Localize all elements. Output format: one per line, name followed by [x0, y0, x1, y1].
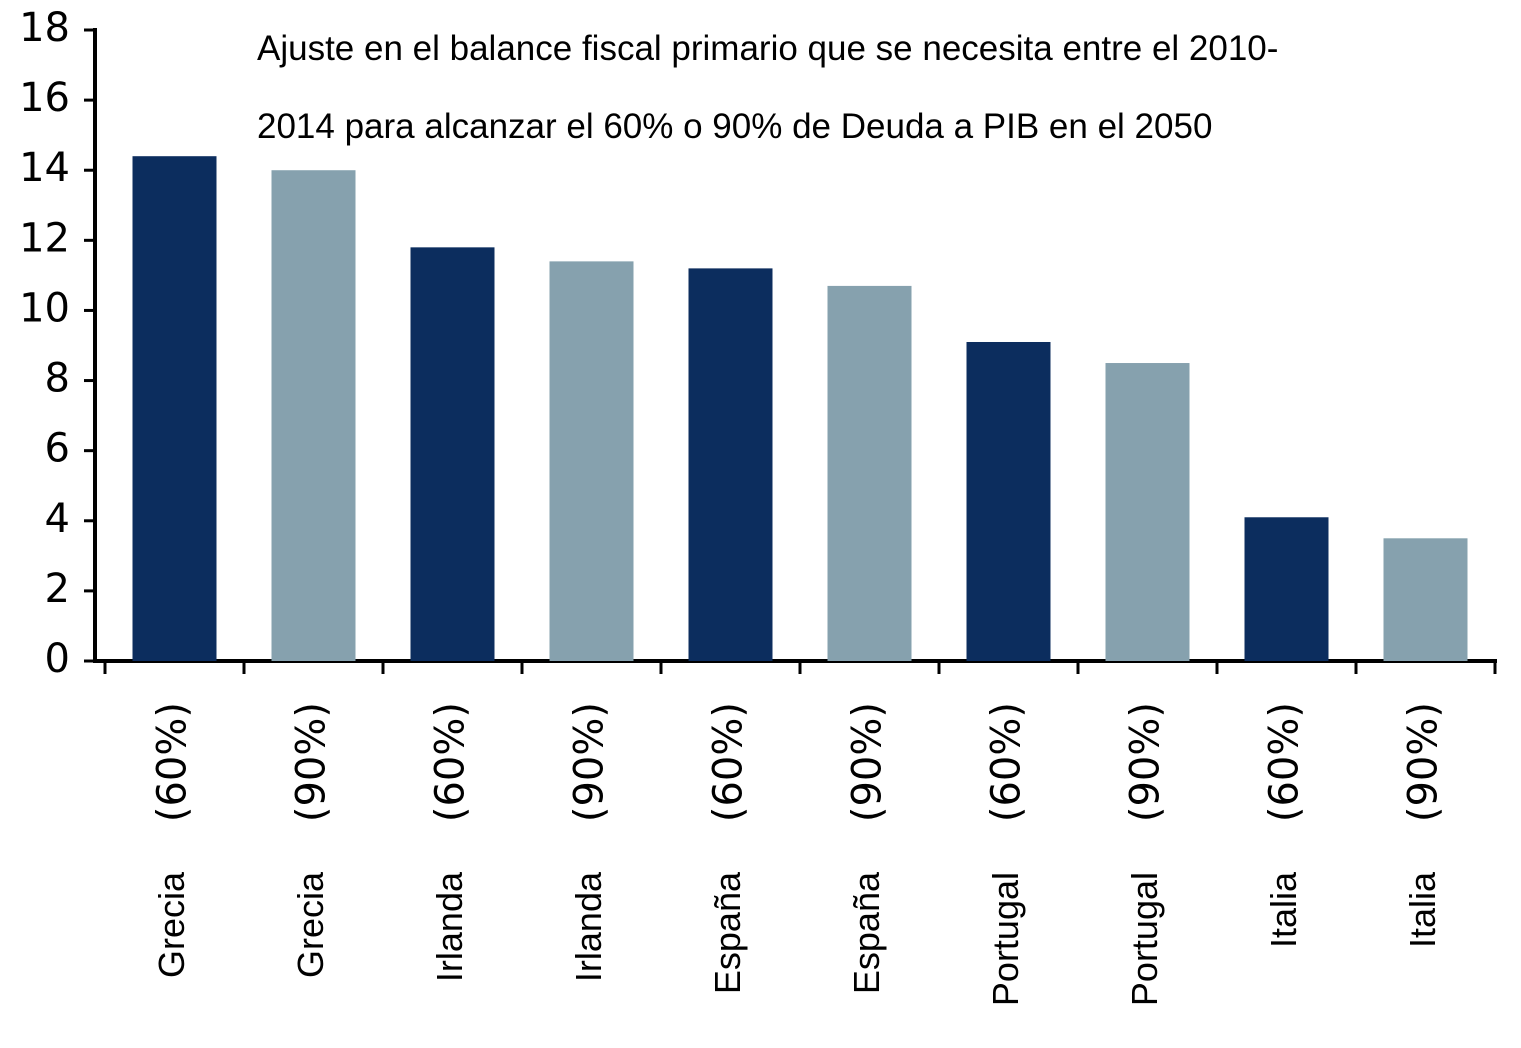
y-tick-label: 10 [19, 285, 70, 331]
x-tick-label: España [707, 871, 748, 994]
x-tick-label: (90%) [289, 702, 335, 822]
x-tick-label: (90%) [845, 702, 891, 822]
y-tick-label: 18 [19, 5, 70, 51]
bar [1105, 363, 1190, 661]
x-tick-label: Grecia [290, 871, 331, 978]
x-tick-label: (60%) [1262, 702, 1308, 822]
bar [132, 156, 217, 661]
y-tick-label: 0 [45, 636, 70, 682]
bar [827, 285, 912, 661]
x-tick-label: (90%) [567, 702, 613, 822]
x-tick-label: Italia [1263, 871, 1304, 948]
bar [688, 268, 773, 661]
y-tick-label: 6 [45, 426, 70, 472]
bar [1244, 517, 1329, 661]
y-tick-label: 16 [19, 75, 70, 121]
bar [966, 341, 1051, 661]
chart-title: Ajuste en el balance fiscal primario que… [257, 29, 1278, 68]
x-tick-label: Grecia [151, 871, 192, 978]
y-tick-label: 12 [19, 215, 70, 261]
x-tick-label: Italia [1402, 871, 1443, 948]
y-tick-label: 2 [45, 566, 70, 612]
bar [410, 247, 495, 661]
bar [1383, 538, 1468, 661]
x-tick-label: (60%) [984, 702, 1030, 822]
chart-title: 2014 para alcanzar el 60% o 90% de Deuda… [257, 107, 1212, 146]
bar [549, 261, 634, 661]
x-tick-label: (90%) [1123, 702, 1169, 822]
y-tick-label: 8 [45, 356, 70, 402]
x-tick-label: Irlanda [568, 871, 609, 982]
x-tick-label: (60%) [706, 702, 752, 822]
x-tick-label: (60%) [428, 702, 474, 822]
y-tick-label: 14 [19, 145, 70, 191]
y-tick-label: 4 [45, 496, 70, 542]
x-tick-label: España [846, 871, 887, 994]
x-tick-label: Portugal [1124, 872, 1165, 1006]
x-tick-label: Irlanda [429, 871, 470, 982]
x-tick-label: Portugal [985, 872, 1026, 1006]
bar [271, 170, 356, 661]
x-tick-label: (60%) [150, 702, 196, 822]
x-tick-label: (90%) [1401, 702, 1447, 822]
